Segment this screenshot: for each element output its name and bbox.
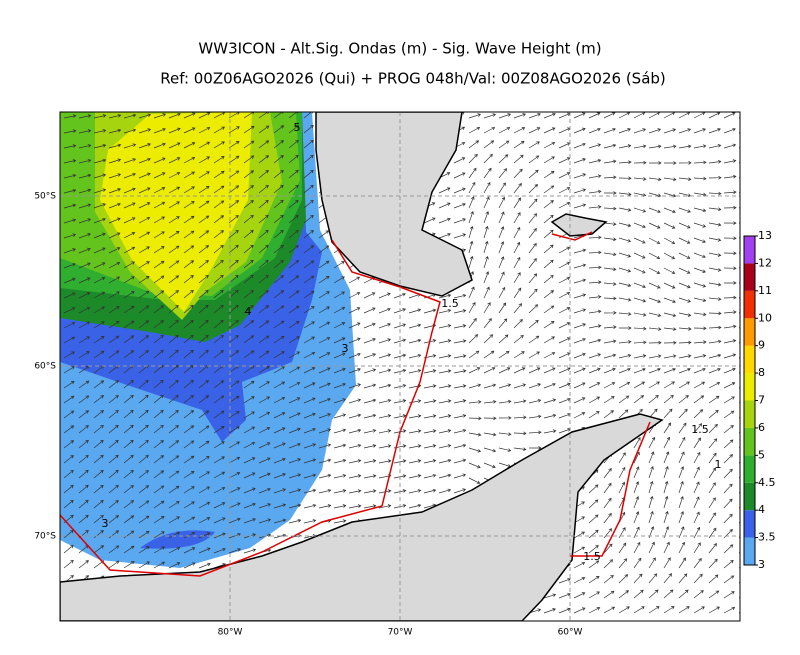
colorbar-bin <box>744 400 755 428</box>
colorbar-label: 10 <box>758 311 772 324</box>
colorbar-bin <box>744 263 755 291</box>
colorbar-label: 3 <box>758 558 765 571</box>
arrow-field <box>63 112 740 614</box>
colorbar-label: 12 <box>758 256 772 269</box>
lon-label: 80°W <box>218 628 243 638</box>
map-frame <box>59 111 741 622</box>
colorbar-bin <box>744 290 755 319</box>
contour-label: 3 <box>102 517 109 530</box>
lon-label: 70°W <box>388 628 413 638</box>
contour-label: 4 <box>245 305 252 318</box>
colorbar-bin <box>744 345 755 374</box>
colorbar-label: 6 <box>758 421 765 434</box>
colorbar-label: 13 <box>758 229 772 242</box>
colorbar-bin <box>744 318 755 346</box>
contour-label: 1 <box>715 458 722 471</box>
contour-label: 3 <box>342 342 349 355</box>
colorbar-bin <box>744 236 755 264</box>
contour-1-5 <box>570 421 651 557</box>
colorbar-label: 5 <box>758 448 765 461</box>
colorbar: 3 3.5 4 4.5 5 6 7 8 9 10 11 12 13 <box>743 229 776 571</box>
wave-field-7 <box>100 112 252 312</box>
contour-label: 1.5 <box>691 423 709 436</box>
lat-label: 50°S <box>34 192 56 202</box>
colorbar-bin <box>744 482 755 511</box>
colorbar-bin <box>744 427 755 456</box>
subtitle: Ref: 00Z06AGO2026 (Qui) + PROG 048h/Val:… <box>160 70 666 88</box>
colorbar-bin <box>744 373 755 401</box>
antarctica <box>60 413 664 621</box>
contour-label: 1.5 <box>441 297 459 310</box>
colorbar-bin <box>744 510 755 538</box>
colorbar-label: 3.5 <box>758 531 776 544</box>
map-area <box>60 112 740 621</box>
title: WW3ICON - Alt.Sig. Ondas (m) - Sig. Wave… <box>198 40 601 58</box>
falklands <box>550 213 608 237</box>
colorbar-label: 7 <box>758 394 765 407</box>
contour-1-5 <box>551 231 593 241</box>
wind-arrows <box>63 112 740 614</box>
lat-label: 70°S <box>34 532 56 542</box>
lon-label: 60°W <box>558 628 583 638</box>
lat-label: 60°S <box>34 362 56 372</box>
colorbar-label: 9 <box>758 339 765 352</box>
south-america <box>315 112 473 297</box>
colorbar-label: 11 <box>758 284 772 297</box>
colorbar-label: 4.5 <box>758 476 776 489</box>
colorbar-bin <box>744 455 755 483</box>
graticule <box>60 112 740 621</box>
colorbar-label: 4 <box>758 503 765 516</box>
contour-label: 5 <box>294 121 301 134</box>
colorbar-label: 8 <box>758 366 765 379</box>
colorbar-bin <box>744 537 755 565</box>
contour-label: 1.5 <box>583 550 601 563</box>
